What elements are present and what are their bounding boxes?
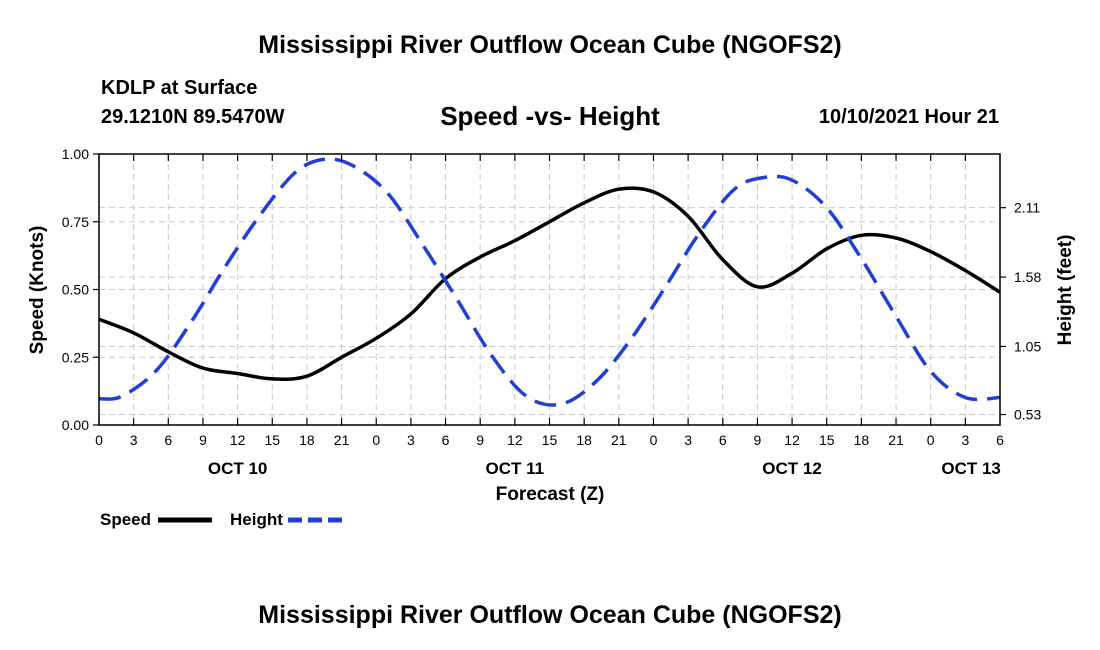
x-tick-label: 18 (854, 432, 870, 448)
legend: Speed Height (100, 510, 342, 529)
x-tick-label: 12 (230, 432, 246, 448)
y-right-tick-label: 1.58 (1014, 269, 1041, 285)
y-left-tick-label: 0.25 (62, 349, 89, 365)
y-left-tick-label: 0.75 (62, 214, 89, 230)
axes: 0 3 6 9 12 15 18 21 0 3 6 9 12 15 18 21 0 3 6 9 12 15 18 21 0 3 60… (62, 146, 1042, 478)
y-left-tick-label: 0.00 (62, 417, 89, 433)
x-tick-label: 12 (507, 432, 523, 448)
x-tick-label: 3 (961, 432, 969, 448)
grid-lines (99, 154, 1000, 425)
x-tick-label: 18 (299, 432, 315, 448)
chart-subtitle: Speed -vs- Height (440, 101, 660, 131)
x-tick-label: 3 (684, 432, 692, 448)
x-tick-label: 3 (407, 432, 415, 448)
x-tick-label: 15 (819, 432, 835, 448)
series-height-line (98, 157, 1001, 407)
y-right-tick-label: 1.05 (1014, 338, 1041, 354)
x-tick-label: 6 (442, 432, 450, 448)
station-label: KDLP at Surface (101, 77, 258, 99)
location-label: 29.1210N 89.5470W (101, 106, 285, 128)
day-label: OCT 10 (208, 459, 268, 478)
series-speed-line (98, 186, 1001, 381)
x-tick-label: 15 (542, 432, 558, 448)
x-tick-label: 6 (996, 432, 1004, 448)
y-left-tick-label: 0.50 (62, 282, 89, 298)
day-label: OCT 11 (486, 459, 545, 478)
footer-title: Mississippi River Outflow Ocean Cube (NG… (258, 601, 842, 629)
x-tick-label: 0 (372, 432, 380, 448)
datetime-label: 10/10/2021 Hour 21 (818, 106, 999, 128)
day-label: OCT 12 (762, 459, 822, 478)
x-tick-label: 3 (130, 432, 138, 448)
y-left-tick-label: 1.00 (62, 146, 89, 162)
x-tick-label: 6 (719, 432, 727, 448)
chart-title: Mississippi River Outflow Ocean Cube (NG… (258, 31, 842, 59)
y-axis-right-label: Height (feet) (1055, 235, 1076, 346)
x-tick-label: 0 (95, 432, 103, 448)
x-tick-label: 12 (784, 432, 800, 448)
x-tick-label: 9 (754, 432, 762, 448)
x-axis-label: Forecast (Z) (496, 484, 605, 505)
x-tick-label: 9 (476, 432, 484, 448)
x-tick-label: 21 (611, 432, 627, 448)
legend-label-speed: Speed (100, 510, 151, 529)
x-tick-label: 21 (334, 432, 350, 448)
x-tick-label: 15 (264, 432, 280, 448)
x-tick-label: 18 (576, 432, 592, 448)
legend-label-height: Height (230, 510, 283, 529)
series-lines (98, 157, 1001, 407)
y-axis-left-label: Speed (Knots) (27, 226, 48, 355)
day-label: OCT 13 (941, 459, 1001, 478)
x-tick-label: 0 (927, 432, 935, 448)
y-right-tick-label: 2.11 (1014, 200, 1040, 216)
x-tick-label: 9 (199, 432, 207, 448)
x-tick-label: 6 (164, 432, 172, 448)
x-tick-label: 21 (888, 432, 904, 448)
x-tick-label: 0 (650, 432, 658, 448)
y-right-tick-label: 0.53 (1014, 407, 1041, 423)
